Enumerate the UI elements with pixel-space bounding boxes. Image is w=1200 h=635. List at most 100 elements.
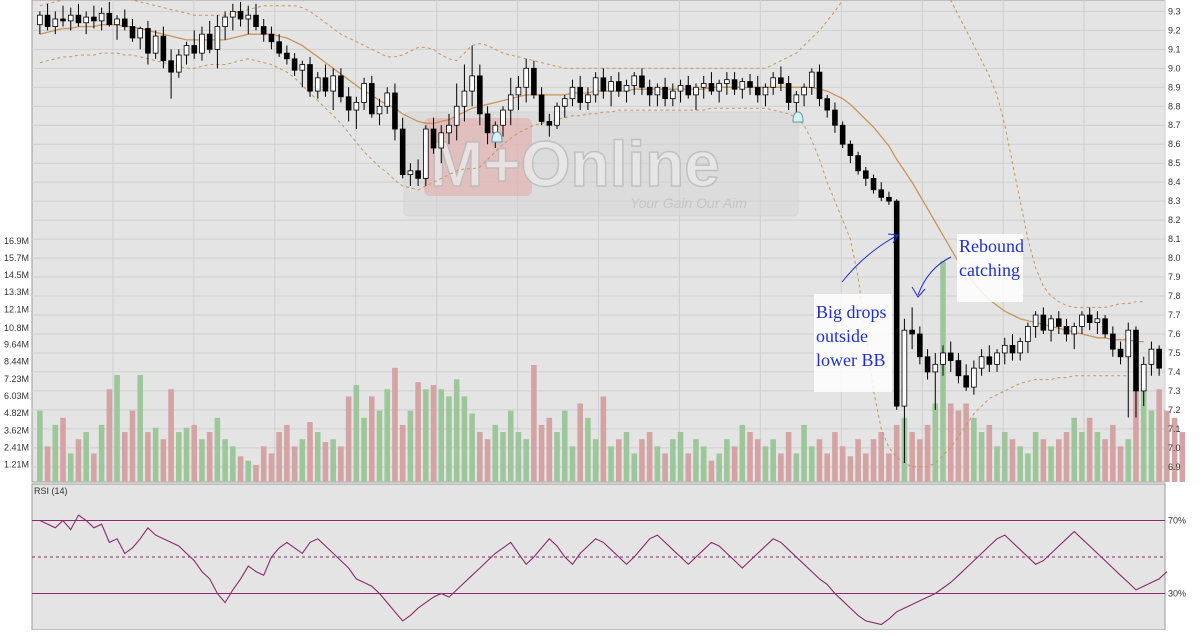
candle-body — [824, 98, 831, 111]
candle-body — [592, 77, 599, 96]
volume-bar — [106, 389, 113, 482]
candle-body — [901, 329, 908, 407]
annotation-text: lower BB — [816, 350, 886, 370]
candle-body — [407, 170, 414, 175]
volume-bar — [546, 417, 553, 482]
volume-bar — [44, 446, 51, 482]
candle-body — [1055, 318, 1062, 327]
candle-body — [1125, 329, 1132, 358]
volume-bar — [1179, 432, 1186, 482]
price-tick-label: 7.2 — [1168, 405, 1181, 415]
candle-body — [955, 360, 962, 377]
candle-body — [546, 121, 553, 126]
volume-bar — [909, 432, 915, 482]
price-axis: 6.9 7.0 7.1 7.2 7.3 7.4 7.5 7.6 7.7 7.8 7.9 8.0 8.1 8… — [1168, 6, 1181, 471]
candle-body — [484, 113, 491, 134]
candle-body — [739, 81, 746, 90]
candle-body — [145, 28, 151, 54]
volume-bar — [839, 446, 846, 482]
volume-bar — [631, 453, 638, 482]
candle-body — [268, 33, 275, 43]
volume-bar — [121, 432, 128, 482]
candle-body — [230, 10, 236, 18]
candle-body — [191, 45, 198, 54]
candle-body — [554, 105, 560, 126]
candle-body — [886, 196, 892, 202]
candle-body — [245, 14, 252, 20]
price-tick-label: 7.4 — [1168, 367, 1181, 377]
candle-body — [114, 18, 120, 26]
volume-bar — [654, 446, 661, 482]
volume-bar — [893, 424, 900, 482]
candle-body — [67, 14, 74, 22]
candle-body — [1032, 314, 1039, 327]
candle-body — [183, 45, 190, 56]
volume-bar — [1001, 432, 1008, 482]
candle-body — [284, 52, 290, 60]
volume-bar — [268, 453, 275, 482]
volume-bar — [322, 442, 329, 482]
volume-bar — [693, 439, 699, 482]
volume-bar — [423, 389, 429, 482]
volume-bar — [1017, 446, 1023, 482]
price-tick-label: 8.6 — [1168, 139, 1181, 149]
volume-bar — [299, 439, 306, 482]
candlesticks — [37, 1, 1162, 464]
volume-bar — [152, 427, 159, 482]
candle-body — [276, 41, 282, 54]
volume-bar — [778, 453, 784, 482]
candle-body — [708, 83, 715, 92]
candle-body — [716, 83, 722, 92]
bell-icon — [491, 131, 503, 143]
candle-body — [1086, 314, 1093, 323]
volume-tick-label: 7.23M — [4, 374, 29, 384]
volume-bar — [600, 396, 607, 482]
volume-bar — [561, 410, 568, 482]
volume-bar — [507, 410, 514, 482]
volume-bar — [314, 432, 321, 482]
candle-body — [639, 75, 645, 88]
candle-body — [863, 170, 869, 179]
candle-body — [585, 94, 591, 103]
volume-bar — [863, 453, 869, 482]
price-tick-label: 9.1 — [1168, 44, 1181, 54]
volume-bar — [739, 424, 746, 482]
volume-bar — [52, 424, 59, 482]
candle-body — [538, 94, 545, 122]
candle-body — [577, 86, 583, 103]
watermark-tagline: Your Gain Our Aim — [630, 195, 747, 211]
volume-bar — [832, 432, 838, 482]
candle-body — [1110, 333, 1116, 350]
annotation-text: outside — [816, 326, 868, 346]
arrow-head — [887, 233, 899, 244]
volume-bar — [1009, 439, 1016, 482]
volume-bar — [847, 456, 854, 482]
volume-bar — [176, 432, 182, 482]
volume-bar — [415, 382, 421, 482]
volume-bar — [492, 424, 499, 482]
candle-body — [423, 128, 429, 179]
volume-bar — [407, 410, 414, 482]
arrow-line — [841, 234, 899, 283]
volume-bar — [585, 417, 591, 482]
candle-body — [1148, 348, 1155, 365]
candle-body — [770, 77, 776, 88]
candle-body — [793, 94, 800, 103]
volume-bar — [114, 374, 120, 482]
annotation-box — [957, 234, 1023, 302]
annotation-text: Big drops — [816, 302, 887, 322]
volume-bar — [1171, 417, 1178, 482]
candle-body — [870, 177, 877, 191]
volume-bar — [1156, 389, 1162, 482]
rsi-label-70: 70% — [1168, 516, 1186, 526]
volume-bar — [801, 424, 807, 482]
volume-bar — [785, 432, 792, 482]
volume-bar — [477, 432, 483, 482]
volume-tick-label: 6.03M — [4, 391, 29, 401]
volume-tick-label: 3.62M — [4, 425, 29, 435]
candle-body — [839, 124, 846, 145]
volume-bar — [60, 417, 66, 482]
candle-body — [260, 26, 267, 35]
volume-bar — [469, 413, 475, 482]
volume-bar — [577, 403, 583, 482]
